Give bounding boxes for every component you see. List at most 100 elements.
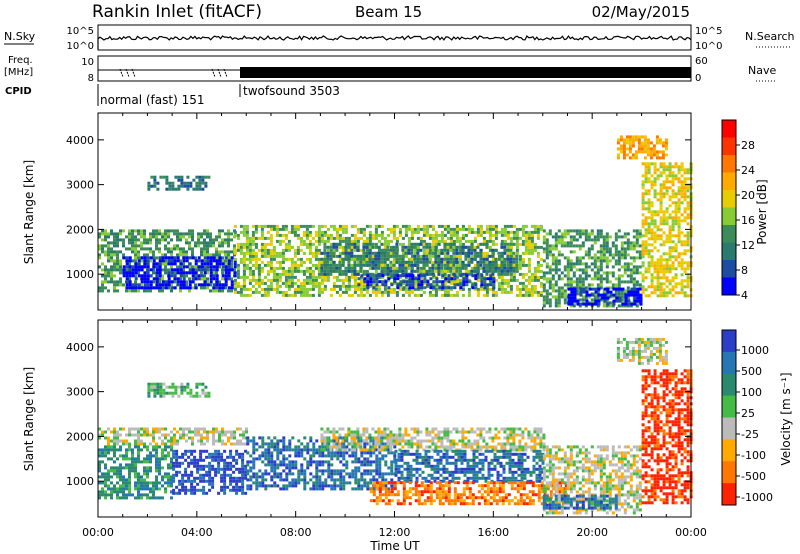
heatmap-cell bbox=[557, 277, 561, 281]
heatmap-cell bbox=[305, 275, 309, 279]
heatmap-cell bbox=[128, 469, 131, 473]
heatmap-cell bbox=[677, 219, 681, 223]
heatmap-cell bbox=[383, 254, 387, 258]
heatmap-cell bbox=[263, 281, 267, 285]
heatmap-cell bbox=[308, 260, 312, 264]
heatmap-cell bbox=[275, 230, 279, 234]
heatmap-cell bbox=[146, 457, 149, 461]
heatmap-cell bbox=[536, 293, 540, 297]
heatmap-cell bbox=[612, 293, 616, 297]
heatmap-cell bbox=[470, 227, 474, 231]
heatmap-cell bbox=[353, 254, 357, 258]
heatmap-cell bbox=[570, 290, 574, 294]
heatmap-cell bbox=[206, 430, 209, 434]
heatmap-cell bbox=[170, 283, 173, 287]
heatmap-cell bbox=[431, 224, 435, 228]
heatmap-cell bbox=[164, 487, 167, 491]
heatmap-cell bbox=[366, 280, 370, 284]
heatmap-cell bbox=[440, 266, 444, 270]
heatmap-cell bbox=[254, 278, 258, 282]
heatmap-cell bbox=[134, 466, 137, 470]
heatmap-cell bbox=[578, 262, 582, 266]
heatmap-cell bbox=[158, 277, 161, 281]
heatmap-cell bbox=[578, 304, 582, 308]
heatmap-cell bbox=[173, 244, 176, 248]
heatmap-cell bbox=[167, 481, 170, 485]
heatmap-cell bbox=[494, 266, 498, 270]
heatmap-cell bbox=[149, 268, 153, 272]
heatmap-cell bbox=[674, 243, 678, 247]
heatmap-cell bbox=[202, 473, 206, 477]
heatmap-cell bbox=[599, 250, 603, 254]
heatmap-cell bbox=[398, 233, 402, 237]
heatmap-cell bbox=[395, 242, 399, 246]
heatmap-cell bbox=[569, 262, 573, 266]
heatmap-cell bbox=[232, 458, 236, 462]
heatmap-cell bbox=[440, 287, 444, 291]
heatmap-cell bbox=[515, 266, 519, 270]
heatmap-cell bbox=[158, 472, 161, 476]
heatmap-cell bbox=[650, 234, 654, 238]
heatmap-cell bbox=[290, 230, 294, 234]
heatmap-cell bbox=[479, 287, 483, 291]
heatmap-cell bbox=[189, 184, 193, 188]
heatmap-cell bbox=[416, 260, 420, 264]
heatmap-cell bbox=[509, 248, 513, 252]
heatmap-cell bbox=[149, 442, 152, 446]
heatmap-cell bbox=[606, 287, 610, 291]
heatmap-cell bbox=[447, 280, 451, 284]
heatmap-cell bbox=[215, 280, 219, 284]
heatmap-cell bbox=[641, 255, 645, 259]
heatmap-cell bbox=[521, 272, 525, 276]
heatmap-cell bbox=[167, 463, 170, 467]
heatmap-cell bbox=[641, 225, 645, 229]
heatmap-cell bbox=[266, 272, 270, 276]
heatmap-cell bbox=[428, 224, 432, 228]
heatmap-cell bbox=[137, 268, 141, 272]
heatmap-cell bbox=[524, 278, 528, 282]
heatmap-cell bbox=[188, 427, 191, 431]
heatmap-cell bbox=[611, 244, 615, 248]
heatmap-cell bbox=[152, 427, 155, 431]
heatmap-cell bbox=[161, 454, 164, 458]
heatmap-cell bbox=[201, 178, 205, 182]
heatmap-cell bbox=[356, 272, 360, 276]
heatmap-cell bbox=[590, 244, 594, 248]
heatmap-cell bbox=[650, 180, 654, 184]
heatmap-cell bbox=[603, 287, 607, 291]
heatmap-cell bbox=[152, 436, 155, 440]
heatmap-cell bbox=[167, 250, 170, 254]
heatmap-cell bbox=[374, 254, 378, 258]
heatmap-cell bbox=[350, 263, 354, 267]
heatmap-cell bbox=[605, 256, 609, 260]
heatmap-cell bbox=[489, 274, 493, 278]
heatmap-cell bbox=[221, 229, 224, 233]
heatmap-cell bbox=[668, 234, 672, 238]
heatmap-cell bbox=[320, 251, 324, 255]
heatmap-cell bbox=[140, 493, 143, 497]
heatmap-cell bbox=[405, 274, 409, 278]
heatmap-cell bbox=[643, 138, 647, 142]
heatmap-cell bbox=[152, 496, 155, 500]
heatmap-cell bbox=[668, 252, 672, 256]
heatmap-cell bbox=[638, 253, 642, 257]
heatmap-cell bbox=[185, 439, 188, 443]
heatmap-cell bbox=[186, 181, 190, 185]
heatmap-cell bbox=[545, 295, 549, 299]
heatmap-cell bbox=[161, 286, 164, 290]
heatmap-cell bbox=[161, 262, 164, 266]
heatmap-cell bbox=[632, 247, 636, 251]
heatmap-cell bbox=[152, 235, 155, 239]
heatmap-cell bbox=[158, 241, 161, 245]
heatmap-cell bbox=[217, 491, 221, 495]
heatmap-cell bbox=[524, 290, 528, 294]
heatmap-cell bbox=[134, 265, 138, 269]
heatmap-cell bbox=[608, 280, 612, 284]
heatmap-cell bbox=[368, 236, 372, 240]
heatmap-cell bbox=[113, 280, 116, 284]
heatmap-cell bbox=[512, 224, 516, 228]
heatmap-cell bbox=[680, 201, 684, 205]
heatmap-cell bbox=[656, 192, 660, 196]
heatmap-cell bbox=[147, 184, 151, 188]
heatmap-cell bbox=[221, 442, 224, 446]
